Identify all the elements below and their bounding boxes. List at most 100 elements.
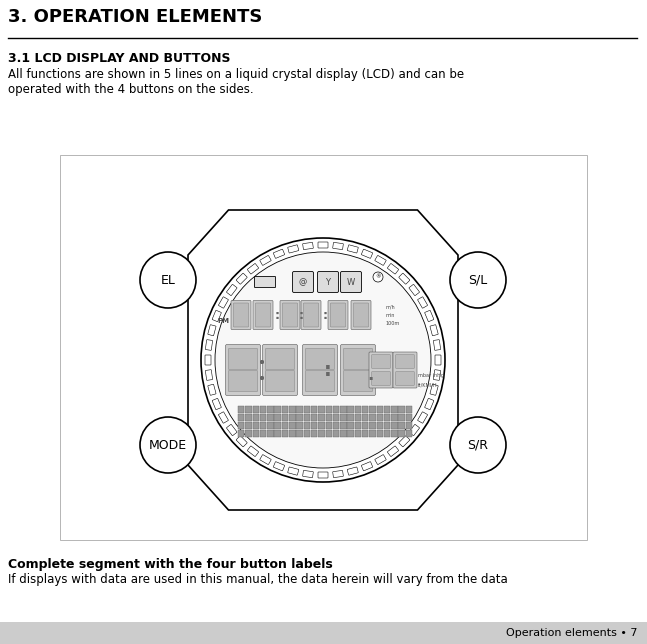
Bar [369,430,376,437]
Bar [347,430,354,437]
Bar [384,430,390,437]
Bar [296,430,303,437]
Bar [391,406,398,413]
FancyBboxPatch shape [212,399,221,410]
Text: PM: PM [217,318,229,324]
Bar [289,422,296,429]
Bar [406,406,412,413]
Bar [303,414,310,421]
FancyBboxPatch shape [260,455,271,464]
FancyBboxPatch shape [424,399,433,410]
Bar [238,414,245,421]
Bar [296,414,303,421]
Text: .: . [367,366,373,384]
Bar [362,406,368,413]
Bar [311,414,318,421]
Text: S/R: S/R [468,439,488,451]
FancyBboxPatch shape [228,370,258,392]
FancyBboxPatch shape [418,412,428,423]
Text: @: @ [299,278,307,287]
Bar [347,422,354,429]
Bar [369,406,376,413]
Bar [274,406,281,413]
Bar [377,430,383,437]
Bar [377,406,383,413]
Bar [369,422,376,429]
Text: W: W [347,278,355,287]
FancyBboxPatch shape [344,370,373,392]
FancyBboxPatch shape [292,272,314,292]
FancyBboxPatch shape [375,455,386,464]
FancyBboxPatch shape [265,370,294,392]
Circle shape [450,417,506,473]
Bar [274,422,281,429]
FancyBboxPatch shape [318,272,338,292]
Bar [296,422,303,429]
FancyBboxPatch shape [362,462,373,471]
FancyBboxPatch shape [212,310,221,321]
FancyBboxPatch shape [274,462,285,471]
FancyBboxPatch shape [409,424,419,435]
Bar [311,406,318,413]
FancyBboxPatch shape [236,273,247,284]
Bar [355,414,361,421]
Bar [391,414,398,421]
Bar [333,406,339,413]
FancyBboxPatch shape [280,301,300,330]
FancyBboxPatch shape [226,424,237,435]
FancyBboxPatch shape [228,348,258,370]
FancyBboxPatch shape [303,303,318,327]
Circle shape [201,238,445,482]
FancyBboxPatch shape [353,303,369,327]
Bar [245,430,252,437]
Bar [391,422,398,429]
Text: Y: Y [325,278,331,287]
Bar [238,422,245,429]
FancyBboxPatch shape [301,301,321,330]
FancyBboxPatch shape [234,303,248,327]
FancyBboxPatch shape [226,285,237,296]
Bar [296,406,303,413]
Bar [252,414,259,421]
Text: m/h: m/h [385,305,395,310]
Bar [238,430,245,437]
Bar [355,430,361,437]
Bar [274,414,281,421]
Text: :: : [322,308,327,321]
Circle shape [373,272,383,282]
Circle shape [260,376,264,380]
Text: mbar inHg: mbar inHg [418,372,444,377]
Bar [362,414,368,421]
Polygon shape [188,210,458,510]
Bar [281,422,289,429]
Bar [281,430,289,437]
Bar [245,414,252,421]
Bar [260,430,267,437]
Text: 3.1 LCD DISPLAY AND BUTTONS: 3.1 LCD DISPLAY AND BUTTONS [8,52,230,65]
Bar [281,414,289,421]
Bar [362,422,368,429]
FancyBboxPatch shape [399,273,410,284]
FancyBboxPatch shape [371,372,390,385]
FancyBboxPatch shape [205,355,211,365]
FancyBboxPatch shape [274,249,285,258]
FancyBboxPatch shape [305,370,334,392]
Text: :: : [324,361,332,379]
Bar [318,430,325,437]
Bar [347,414,354,421]
Text: ®: ® [375,274,380,279]
Circle shape [450,252,506,308]
FancyBboxPatch shape [347,467,358,475]
Bar [369,414,376,421]
FancyBboxPatch shape [256,303,270,327]
FancyBboxPatch shape [205,339,213,350]
Bar [399,414,405,421]
FancyBboxPatch shape [375,256,386,265]
Bar [289,406,296,413]
FancyBboxPatch shape [288,245,299,253]
Bar [303,422,310,429]
FancyBboxPatch shape [288,467,299,475]
Bar [325,406,332,413]
Bar [238,406,245,413]
FancyBboxPatch shape [435,355,441,365]
